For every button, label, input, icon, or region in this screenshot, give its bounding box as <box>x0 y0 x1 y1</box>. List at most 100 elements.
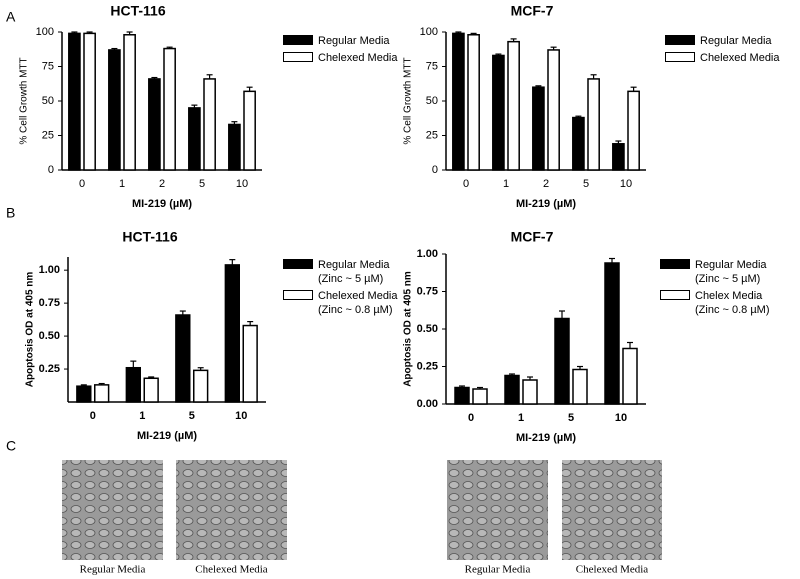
bar <box>123 34 136 171</box>
y-tick-label: 0.25 <box>39 363 60 375</box>
x-tick-label: 0 <box>90 410 96 422</box>
bar <box>148 78 161 171</box>
y-tick-label: 0.75 <box>39 297 60 309</box>
y-tick-label: 75 <box>426 60 438 72</box>
legend-item: Chelexed Media (Zinc ~ 0.8 µM) <box>283 289 403 317</box>
bar <box>125 366 141 403</box>
x-tick-label: 0 <box>468 412 474 424</box>
bar <box>83 32 96 171</box>
x-axis-label: MI-219 (µM) <box>516 432 576 444</box>
y-tick-label: 25 <box>42 129 54 141</box>
y-tick-label: 75 <box>42 60 54 72</box>
legend-swatch <box>665 35 695 45</box>
bar <box>224 264 240 403</box>
legend-swatch <box>283 259 313 269</box>
micrograph <box>62 460 163 560</box>
legend-label: Chelexed Media (Zinc ~ 0.8 µM) <box>318 290 398 316</box>
y-tick-label: 100 <box>420 26 438 38</box>
bar <box>522 379 538 405</box>
bar <box>572 368 588 405</box>
bar <box>467 34 480 171</box>
micrograph <box>447 460 548 560</box>
y-axis-label: Apoptosis OD at 405 nm <box>403 271 414 387</box>
bar <box>622 347 638 405</box>
bar <box>243 90 256 171</box>
x-tick-label: 10 <box>236 178 248 190</box>
bar <box>507 40 520 171</box>
x-axis-label: MI-219 (µM) <box>132 198 192 210</box>
legend: Regular Media (Zinc ~ 5 µM) Chelex Media … <box>660 258 780 320</box>
panel-label: A <box>6 9 16 25</box>
x-tick-label: 2 <box>159 178 165 190</box>
x-tick-label: 0 <box>79 178 85 190</box>
y-tick-label: 0.50 <box>39 330 60 342</box>
legend-label: Regular Media (Zinc ~ 5 µM) <box>695 259 767 285</box>
legend-item: Regular Media (Zinc ~ 5 µM) <box>660 258 780 286</box>
bar <box>454 386 470 405</box>
legend: Regular Media Chelexed Media <box>665 34 800 68</box>
x-tick-label: 10 <box>235 410 247 422</box>
legend: Regular Media Chelexed Media <box>283 34 423 68</box>
bar <box>76 385 92 403</box>
y-axis-label: % Cell Growth MTT <box>403 57 414 144</box>
y-tick-label: 25 <box>426 129 438 141</box>
bar <box>492 54 505 171</box>
y-tick-label: 1.00 <box>417 248 438 260</box>
micrograph-caption: Chelexed Media <box>195 564 268 576</box>
bar <box>532 86 545 171</box>
bar <box>604 262 620 405</box>
y-tick-label: 50 <box>426 95 438 107</box>
x-tick-label: 5 <box>568 412 574 424</box>
bar <box>587 78 600 171</box>
y-tick-label: 0.25 <box>417 360 438 372</box>
bar <box>452 32 465 171</box>
x-axis-label: MI-219 (µM) <box>137 430 197 442</box>
x-tick-label: 1 <box>518 412 524 424</box>
panel-label: C <box>6 438 16 454</box>
bar <box>627 90 640 171</box>
chart-title: MCF-7 <box>511 229 554 245</box>
bar <box>242 324 258 403</box>
x-tick-label: 1 <box>503 178 509 190</box>
legend-label: Regular Media (Zinc ~ 5 µM) <box>318 259 390 285</box>
bar <box>143 377 159 403</box>
x-tick-label: 10 <box>615 412 627 424</box>
legend: Regular Media (Zinc ~ 5 µM) Chelexed Medi… <box>283 258 403 320</box>
y-tick-label: 50 <box>42 95 54 107</box>
y-tick-label: 100 <box>36 26 54 38</box>
chart-title: HCT-116 <box>110 3 165 19</box>
legend-label: Regular Media <box>700 35 772 47</box>
bar <box>108 49 121 171</box>
legend-item: Regular Media (Zinc ~ 5 µM) <box>283 258 403 286</box>
micrograph <box>562 460 662 560</box>
y-axis-label: Apoptosis OD at 405 nm <box>25 272 36 388</box>
x-tick-label: 5 <box>199 178 205 190</box>
bar <box>572 116 585 171</box>
legend-swatch <box>660 290 690 300</box>
legend-label: Chelexed Media <box>318 52 398 64</box>
bar <box>228 123 241 171</box>
y-tick-label: 1.00 <box>39 264 60 276</box>
legend-swatch <box>283 35 313 45</box>
chart-title: MCF-7 <box>511 3 554 19</box>
micrograph-caption: Chelexed Media <box>576 564 649 576</box>
micrograph-caption: Regular Media <box>80 564 146 576</box>
x-tick-label: 1 <box>119 178 125 190</box>
x-tick-label: 2 <box>543 178 549 190</box>
legend-item: Chelexed Media <box>665 51 800 65</box>
bar <box>175 314 191 403</box>
legend-label: Regular Media <box>318 35 390 47</box>
legend-item: Chelex Media (Zinc ~ 0.8 µM) <box>660 289 780 317</box>
legend-swatch <box>283 290 313 300</box>
legend-item: Chelexed Media <box>283 51 423 65</box>
x-tick-label: 5 <box>583 178 589 190</box>
legend-label: Chelexed Media <box>700 52 780 64</box>
y-tick-label: 0.75 <box>417 285 438 297</box>
bar <box>68 32 81 171</box>
legend-swatch <box>283 52 313 62</box>
y-tick-label: 0.50 <box>417 323 438 335</box>
bar <box>554 317 570 405</box>
legend-swatch <box>665 52 695 62</box>
